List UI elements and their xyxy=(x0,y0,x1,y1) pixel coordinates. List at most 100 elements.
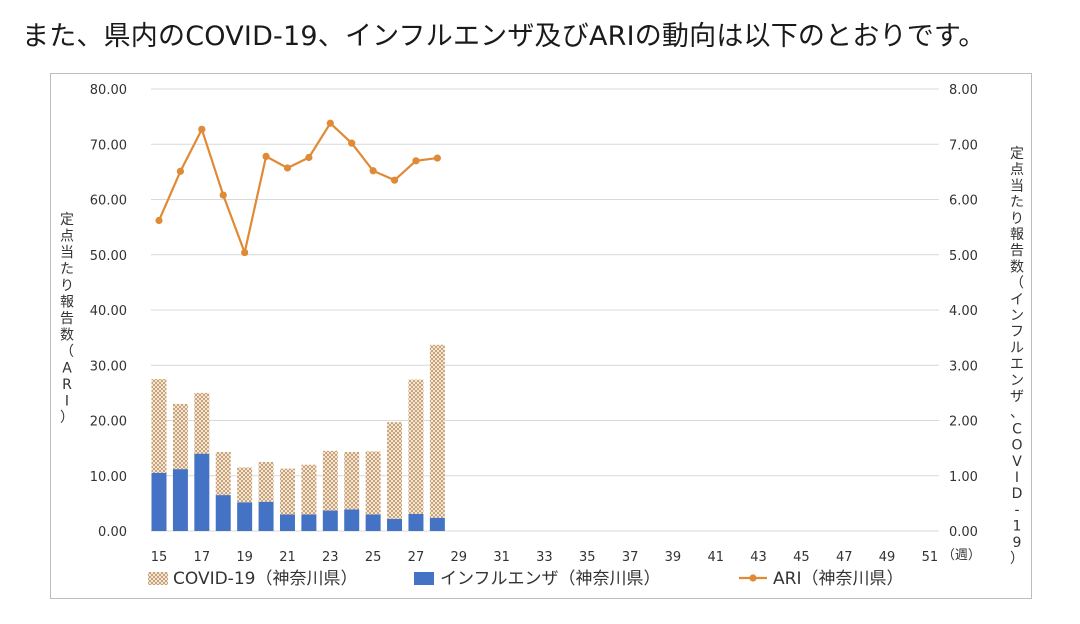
x-axis-unit-label: （週） xyxy=(942,548,981,563)
bar-influenza xyxy=(237,502,253,531)
ari-point xyxy=(305,153,313,162)
x-tick-label: 43 xyxy=(750,550,767,565)
ari-line xyxy=(155,119,441,257)
bar-covid19 xyxy=(365,451,381,515)
bar-covid19 xyxy=(151,379,167,473)
right-tick-label: 4.00 xyxy=(949,304,978,319)
ari-point xyxy=(241,248,249,257)
left-tick-label: 40.00 xyxy=(90,304,127,319)
bar-influenza xyxy=(408,513,424,531)
left-tick-label: 0.00 xyxy=(98,525,127,540)
bar-influenza xyxy=(429,517,445,531)
x-tick-label: 25 xyxy=(365,550,382,565)
x-tick-label: 19 xyxy=(236,550,253,565)
x-tick-label: 23 xyxy=(322,550,339,565)
x-tick-label: 35 xyxy=(579,550,596,565)
bar-influenza xyxy=(215,495,231,531)
bar-covid19 xyxy=(429,344,445,518)
bar-covid19 xyxy=(344,451,360,510)
page-heading: また、県内のCOVID-19、インフルエンザ及びARIの動向は以下のとおりです。 xyxy=(22,21,986,52)
left-tick-label: 50.00 xyxy=(90,249,127,264)
ari-point xyxy=(390,176,399,184)
x-tick-label: 21 xyxy=(279,550,296,565)
bar-influenza xyxy=(344,509,360,531)
left-tick-label: 30.00 xyxy=(90,359,127,374)
right-tick-label: 8.00 xyxy=(949,83,978,98)
ari-point xyxy=(433,154,441,162)
ari-point xyxy=(262,152,270,161)
bar-influenza xyxy=(301,514,317,531)
legend-label-covid19: COVID-19（神奈川県） xyxy=(173,569,357,589)
ari-point xyxy=(348,139,356,147)
ari-point xyxy=(412,157,420,165)
right-tick-label: 2.00 xyxy=(949,415,978,430)
x-tick-label: 51 xyxy=(922,550,939,565)
ari-point xyxy=(283,164,292,172)
ari-point xyxy=(369,167,377,175)
bar-influenza xyxy=(172,469,188,531)
x-tick-label: 45 xyxy=(793,550,810,565)
bar-influenza xyxy=(365,514,381,531)
bar-influenza xyxy=(279,514,295,531)
left-tick-label: 20.00 xyxy=(90,415,127,430)
ari-point xyxy=(219,191,227,199)
left-tick-label: 70.00 xyxy=(90,138,127,153)
x-tick-label: 41 xyxy=(707,550,724,565)
bar-influenza xyxy=(387,518,403,531)
bar-influenza xyxy=(322,510,338,531)
left-tick-label: 80.00 xyxy=(90,83,127,98)
bar-covid19 xyxy=(194,392,210,454)
legend-label-ari: ARI（神奈川県） xyxy=(773,569,903,589)
bar-covid19 xyxy=(408,379,424,514)
x-tick-label: 37 xyxy=(622,550,639,565)
left-axis-ticks: 0.00 10.00 20.00 30.00 40.00 50.00 60.00 70.00 8… xyxy=(90,83,127,540)
x-tick-label: 33 xyxy=(536,550,553,565)
bar-influenza xyxy=(194,453,210,531)
bar-covid19 xyxy=(279,468,295,515)
x-axis-ticks: 15 17 19 21 23 25 27 29 31 33 35 37 39 41 43 45 47 49 51 xyxy=(151,550,938,565)
combo-chart: 0.00 10.00 20.00 30.00 40.00 50.00 60.00 70.00 8… xyxy=(60,83,1024,589)
x-tick-label: 47 xyxy=(836,550,853,565)
legend-swatch-covid19 xyxy=(148,572,168,585)
x-tick-label: 31 xyxy=(493,550,510,565)
bar-covid19 xyxy=(258,461,274,502)
bar-covid19 xyxy=(301,464,317,515)
left-tick-label: 60.00 xyxy=(90,194,127,209)
bar-covid19 xyxy=(237,467,253,503)
legend-marker-ari xyxy=(749,574,757,582)
right-tick-label: 1.00 xyxy=(949,470,978,485)
bar-covid19 xyxy=(215,451,231,496)
x-tick-label: 29 xyxy=(451,550,468,565)
left-axis-title-text: 定点当たり報告数（ A R I） xyxy=(60,212,74,426)
right-tick-label: 7.00 xyxy=(949,138,978,153)
chart-frame: 0.00 10.00 20.00 30.00 40.00 50.00 60.00 70.00 8… xyxy=(50,73,1032,599)
ari-point xyxy=(155,216,163,225)
x-tick-label: 15 xyxy=(151,550,168,565)
x-tick-label: 49 xyxy=(879,550,896,565)
bar-covid19 xyxy=(387,422,403,519)
bar-influenza xyxy=(151,472,167,531)
right-axis-title: 定点当たり報告数（インフルエンザ、 C O V I D -1 9） xyxy=(1010,146,1024,567)
right-tick-label: 3.00 xyxy=(949,359,978,374)
x-tick-label: 17 xyxy=(194,550,211,565)
left-axis-title: 定点当たり報告数（ A R I） xyxy=(60,212,74,426)
bar-influenza xyxy=(258,501,274,531)
bar-covid19 xyxy=(172,403,188,470)
bars xyxy=(151,344,445,531)
left-tick-label: 10.00 xyxy=(90,470,127,485)
right-tick-label: 5.00 xyxy=(949,249,978,264)
ari-point xyxy=(326,119,334,127)
legend: COVID-19（神奈川県） インフルエンザ（神奈川県） ARI（神奈川県） xyxy=(148,569,903,589)
x-tick-label: 39 xyxy=(665,550,682,565)
ari-point xyxy=(176,167,185,175)
x-tick-label: 27 xyxy=(408,550,425,565)
right-axis-title-text: 定点当たり報告数（インフルエンザ、 C O V I D -1 9） xyxy=(1010,146,1024,567)
legend-swatch-influenza xyxy=(414,572,434,585)
right-tick-label: 6.00 xyxy=(949,194,978,209)
right-tick-label: 0.00 xyxy=(949,525,978,540)
right-axis-ticks: 0.00 1.00 2.00 3.00 4.00 5.00 6.00 7.00 8.00 xyxy=(949,83,978,540)
ari-series-line xyxy=(157,121,438,257)
ari-point xyxy=(198,125,206,133)
bar-covid19 xyxy=(322,450,338,511)
legend-label-influenza: インフルエンザ（神奈川県） xyxy=(440,569,661,589)
